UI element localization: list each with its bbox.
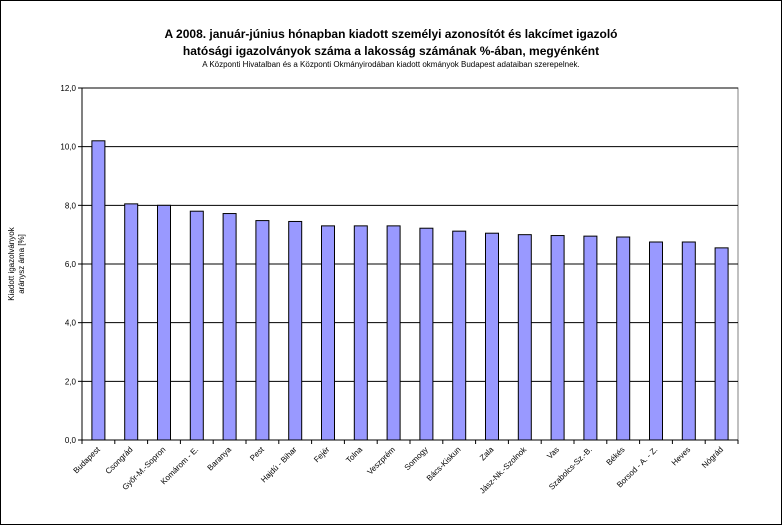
x-tick-label: Baranya: [206, 445, 234, 473]
x-tick-label: Tolna: [344, 445, 364, 465]
x-tick-label: Békés: [605, 445, 627, 467]
bar: [288, 220, 303, 441]
x-tick-label: Bács-Kiskun: [425, 445, 463, 483]
bar: [222, 213, 237, 441]
bar: [189, 210, 204, 441]
bar: [157, 204, 171, 441]
y-tick-label: 8,0: [65, 201, 77, 210]
bar: [321, 225, 335, 441]
y-tick-label: 0,0: [65, 436, 77, 445]
chart-title-line2: hatósági igazolványok száma a lakosság s…: [182, 44, 600, 58]
x-tick-label: Csongrád: [104, 445, 135, 476]
bar: [91, 140, 106, 441]
bar: [649, 241, 663, 441]
bar: [714, 247, 729, 441]
x-tick-label: Vas: [545, 445, 561, 461]
bar: [419, 227, 434, 441]
y-axis-label-line1: Kiadott igazolványok: [7, 226, 16, 300]
x-tick-label: Pest: [248, 445, 266, 463]
x-tick-label: Somogy: [403, 445, 430, 472]
y-tick-labels: 0,0 2,0 4,0 6,0 8,0 10,0 12,0: [60, 84, 76, 445]
x-tick-label: Nógrád: [700, 445, 725, 470]
y-axis-label-line2: aránysz áma [%]: [17, 234, 26, 294]
bar: [681, 241, 696, 441]
x-tick-label: Veszprém: [365, 445, 397, 477]
chart-subtitle: A Központi Hivatalban és a Központi Okmá…: [202, 60, 580, 69]
bar: [517, 234, 532, 441]
bar: [550, 235, 565, 441]
bar: [255, 220, 270, 441]
y-tick-label: 10,0: [60, 143, 76, 152]
y-tick-label: 6,0: [65, 260, 77, 269]
y-axis-label: Kiadott igazolványok aránysz áma [%]: [7, 226, 26, 300]
y-tick-label: 12,0: [60, 84, 76, 93]
y-tick-label: 4,0: [65, 319, 77, 328]
bar: [616, 236, 631, 441]
bar: [386, 225, 401, 441]
y-tick-label: 2,0: [65, 377, 77, 386]
bar: [452, 230, 467, 441]
x-tick-label: Heves: [670, 445, 692, 467]
x-tick-label: Budapest: [72, 445, 103, 476]
bars: [91, 140, 729, 441]
x-tick-label: Zala: [478, 445, 496, 463]
bar: [124, 203, 139, 441]
bar: [485, 232, 499, 441]
x-tick-label: Fejér: [312, 445, 331, 464]
chart-title-line1: A 2008. január-június hónapban kiadott s…: [164, 27, 618, 41]
bar: [583, 235, 598, 441]
x-tick-label: Hajdú - Bihar: [259, 445, 299, 485]
bar: [353, 225, 368, 441]
